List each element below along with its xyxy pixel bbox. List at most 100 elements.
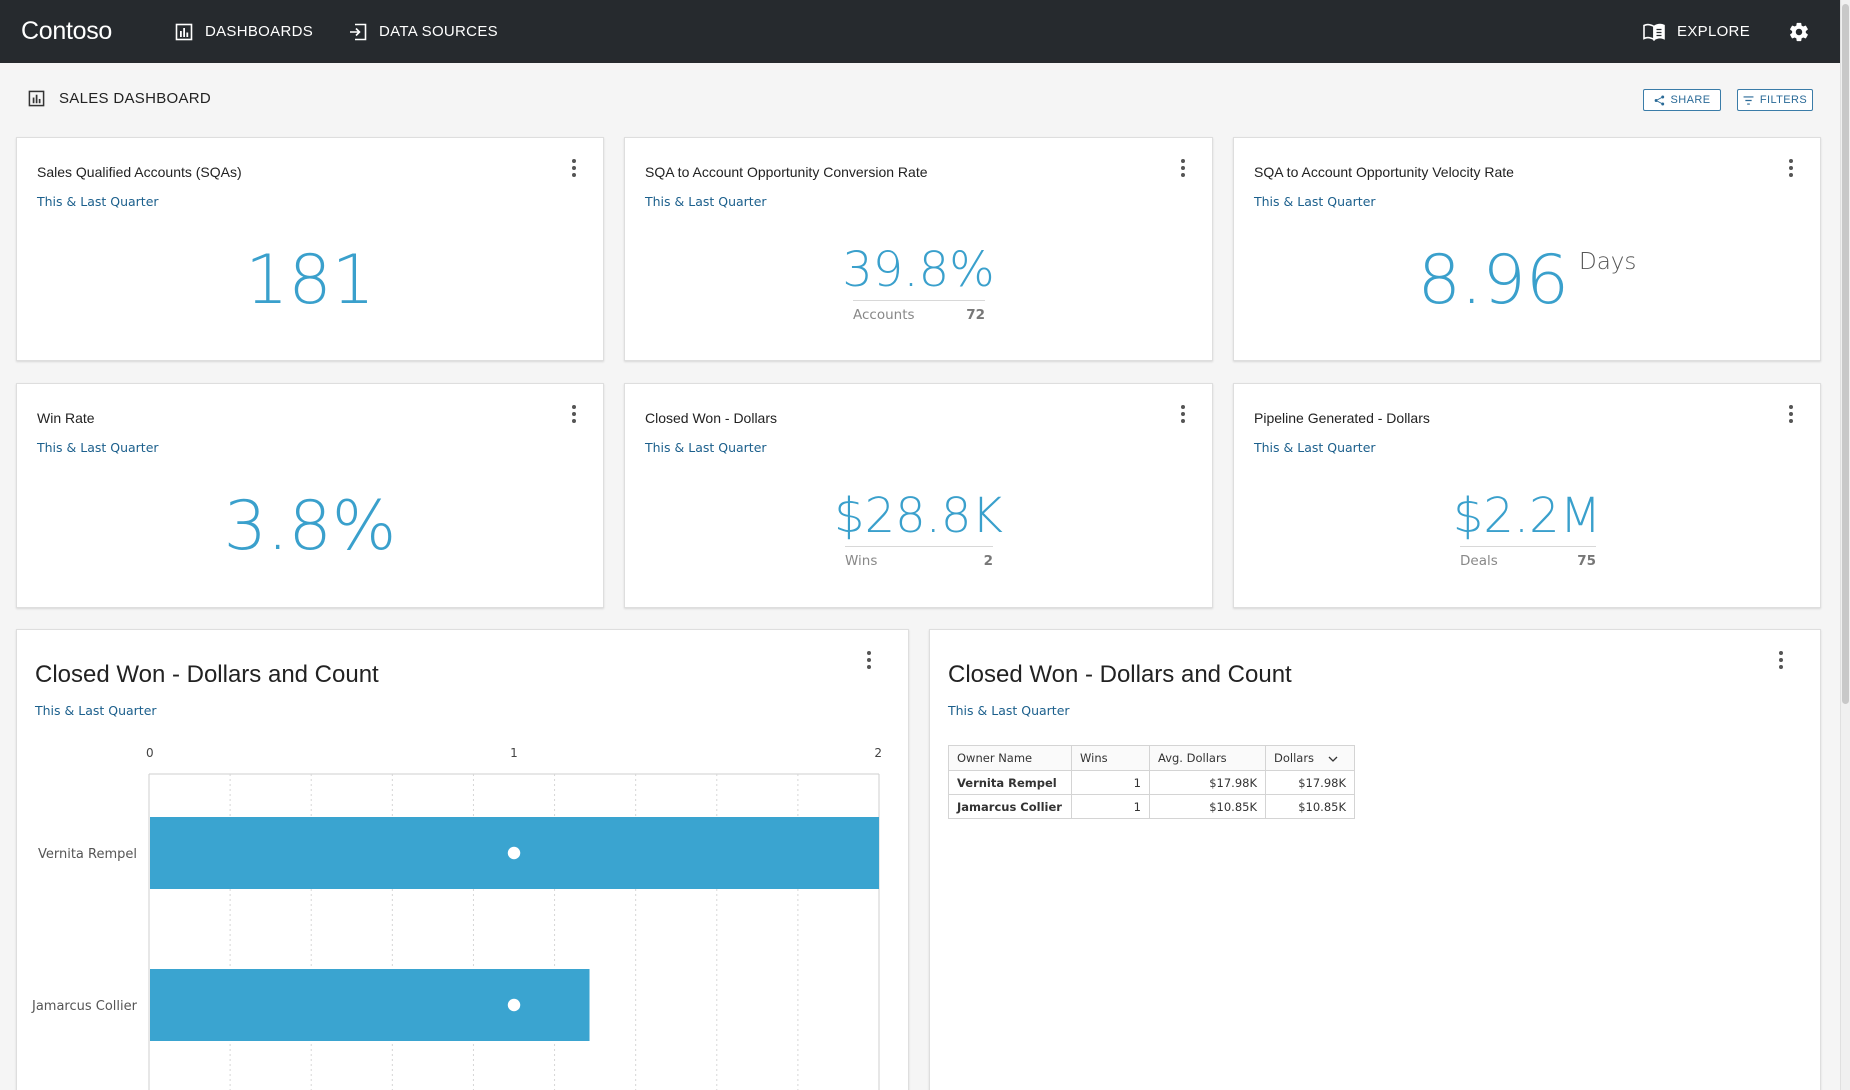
secondary-label: Wins xyxy=(845,553,878,569)
data-table: Owner Name Wins Avg. Dollars Dollars Ver… xyxy=(948,745,1355,819)
column-header-dollars[interactable]: Dollars xyxy=(1265,745,1355,771)
more-menu-icon[interactable] xyxy=(1778,651,1784,669)
cell-avg-dollars: $10.85K xyxy=(1149,794,1266,819)
secondary-label: Accounts xyxy=(853,307,915,323)
import-icon xyxy=(350,23,367,40)
cell-dollars: $17.98K xyxy=(1265,770,1355,795)
settings-button[interactable] xyxy=(1788,21,1810,43)
category-label: Vernita Rempel xyxy=(38,847,137,862)
kpi-card-pipeline-generated: Pipeline Generated - Dollars This & Last… xyxy=(1233,383,1821,608)
count-marker xyxy=(506,997,522,1013)
kpi-secondary: Accounts 72 xyxy=(853,300,985,323)
kpi-value-text: $28.8K xyxy=(834,488,1003,544)
filters-label: FILTERS xyxy=(1759,94,1808,106)
more-menu-icon[interactable] xyxy=(866,651,872,669)
bar-chart: 0 1 2 Vernita Rempel Jamarcus Collier xyxy=(31,746,882,1090)
table-row[interactable]: Vernita Rempel 1 $17.98K $17.98K xyxy=(948,770,1355,795)
count-marker xyxy=(506,845,522,861)
more-menu-icon[interactable] xyxy=(1788,159,1794,177)
cell-wins: 1 xyxy=(1071,794,1150,819)
column-header-label: Owner Name xyxy=(957,751,1033,765)
brand-logo[interactable]: Contoso xyxy=(21,17,113,45)
column-header-label: Avg. Dollars xyxy=(1158,751,1227,765)
secondary-value: 75 xyxy=(1577,553,1596,569)
kpi-value: 39.8% xyxy=(625,242,1212,298)
page-header: SALES DASHBOARD xyxy=(28,90,211,107)
cell-avg-dollars: $17.98K xyxy=(1149,770,1266,795)
kpi-value: 181 xyxy=(17,241,603,320)
cell-owner-name: Jamarcus Collier xyxy=(948,794,1072,819)
table-subtitle[interactable]: This & Last Quarter xyxy=(948,703,1070,718)
chart-card-closed-won: Closed Won - Dollars and Count This & La… xyxy=(16,629,909,1090)
card-title: SQA to Account Opportunity Velocity Rate xyxy=(1254,164,1514,180)
secondary-value: 72 xyxy=(966,307,985,323)
nav-dashboards-label: DASHBOARDS xyxy=(205,23,314,40)
card-subtitle[interactable]: This & Last Quarter xyxy=(1254,194,1376,209)
kpi-card-conversion-rate: SQA to Account Opportunity Conversion Ra… xyxy=(624,137,1213,361)
secondary-label: Deals xyxy=(1460,553,1498,569)
kpi-unit: Days xyxy=(1579,249,1637,275)
kpi-card-sqas: Sales Qualified Accounts (SQAs) This & L… xyxy=(16,137,604,361)
nav-dashboards[interactable]: DASHBOARDS xyxy=(175,23,313,41)
more-menu-icon[interactable] xyxy=(571,159,577,177)
bar-chart-icon xyxy=(175,23,193,40)
column-header-wins[interactable]: Wins xyxy=(1071,745,1150,771)
explore-button[interactable]: EXPLORE xyxy=(1643,23,1750,41)
cell-dollars: $10.85K xyxy=(1265,794,1355,819)
card-title: SQA to Account Opportunity Conversion Ra… xyxy=(645,164,928,180)
kpi-card-closed-won-dollars: Closed Won - Dollars This & Last Quarter… xyxy=(624,383,1213,608)
share-icon xyxy=(1654,95,1664,105)
bar xyxy=(150,969,590,1041)
kpi-value-text: 8.96 xyxy=(1417,241,1569,320)
kpi-card-win-rate: Win Rate This & Last Quarter 3.8% xyxy=(16,383,604,608)
kpi-value-text: 3.8% xyxy=(223,487,397,566)
chart-subtitle[interactable]: This & Last Quarter xyxy=(35,703,157,718)
axis-tick-label: 1 xyxy=(510,746,518,760)
table-title: Closed Won - Dollars and Count xyxy=(948,661,1292,688)
category-label: Jamarcus Collier xyxy=(31,999,138,1014)
table-row[interactable]: Jamarcus Collier 1 $10.85K $10.85K xyxy=(948,794,1355,819)
top-navigation-bar: Contoso DASHBOARDS DATA SOURCES EXPLORE xyxy=(0,0,1840,63)
card-subtitle[interactable]: This & Last Quarter xyxy=(645,440,767,455)
book-icon xyxy=(1643,23,1665,41)
more-menu-icon[interactable] xyxy=(1180,405,1186,423)
share-label: SHARE xyxy=(1670,94,1711,106)
card-title: Pipeline Generated - Dollars xyxy=(1254,410,1430,426)
card-title: Win Rate xyxy=(37,410,95,426)
filter-icon xyxy=(1743,95,1754,105)
column-header-owner-name[interactable]: Owner Name xyxy=(948,745,1072,771)
cell-owner-name: Vernita Rempel xyxy=(948,770,1072,795)
kpi-value-text: 39.8% xyxy=(842,242,995,298)
kpi-value-text: 181 xyxy=(245,241,375,320)
kpi-value: $2.2M xyxy=(1234,488,1820,544)
scrollbar-thumb[interactable] xyxy=(1842,4,1849,704)
card-subtitle[interactable]: This & Last Quarter xyxy=(1254,440,1376,455)
kpi-secondary: Wins 2 xyxy=(845,546,993,569)
more-menu-icon[interactable] xyxy=(571,405,577,423)
card-subtitle[interactable]: This & Last Quarter xyxy=(645,194,767,209)
more-menu-icon[interactable] xyxy=(1788,405,1794,423)
nav-data-sources[interactable]: DATA SOURCES xyxy=(349,23,498,41)
chevron-down-icon[interactable] xyxy=(1328,756,1338,762)
filters-button[interactable]: FILTERS xyxy=(1737,89,1813,111)
column-header-label: Dollars xyxy=(1274,751,1315,765)
gear-icon xyxy=(1790,22,1808,41)
page-scrollbar[interactable] xyxy=(1840,0,1850,1090)
kpi-card-velocity-rate: SQA to Account Opportunity Velocity Rate… xyxy=(1233,137,1821,361)
kpi-value: 3.8% xyxy=(17,487,603,566)
card-subtitle[interactable]: This & Last Quarter xyxy=(37,440,159,455)
page-title: SALES DASHBOARD xyxy=(59,90,212,107)
card-title: Closed Won - Dollars xyxy=(645,410,778,426)
kpi-value-text: $2.2M xyxy=(1452,488,1602,544)
table-header-row: Owner Name Wins Avg. Dollars Dollars xyxy=(948,745,1355,771)
share-button[interactable]: SHARE xyxy=(1643,89,1721,111)
column-header-avg-dollars[interactable]: Avg. Dollars xyxy=(1149,745,1266,771)
nav-data-sources-label: DATA SOURCES xyxy=(379,23,498,40)
axis-tick-label: 2 xyxy=(874,746,882,760)
cell-wins: 1 xyxy=(1071,770,1150,795)
kpi-value: 8.96 Days xyxy=(1234,241,1820,320)
card-title: Sales Qualified Accounts (SQAs) xyxy=(37,164,242,180)
secondary-value: 2 xyxy=(983,553,993,569)
card-subtitle[interactable]: This & Last Quarter xyxy=(37,194,159,209)
more-menu-icon[interactable] xyxy=(1180,159,1186,177)
